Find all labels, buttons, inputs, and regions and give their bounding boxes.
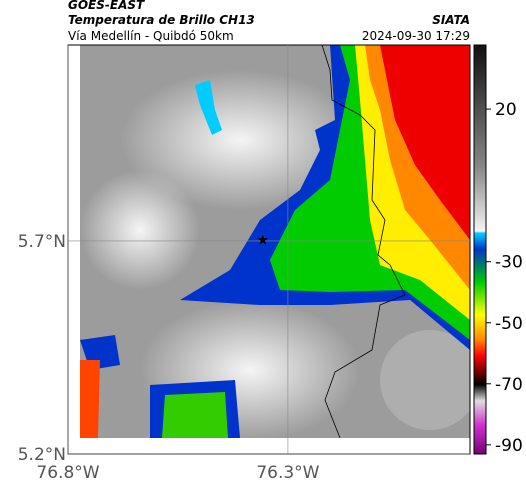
station-marker — [257, 234, 269, 245]
datetime: 2024-09-30 17:29 — [362, 29, 470, 43]
colorbar-tick-label: 20 — [495, 100, 517, 120]
y-tick-label: 5.2°N — [18, 445, 66, 465]
colorbar-tick-label: -90 — [495, 436, 523, 456]
subtitle: Vía Medellín - Quibdó 50km — [68, 29, 234, 43]
x-tick-label: 76.8°W — [36, 463, 99, 483]
y-tick-label: 5.7°N — [18, 232, 66, 252]
colorbar-tick-label: -70 — [495, 375, 523, 395]
colorbar — [473, 44, 487, 455]
colorbar-tick-label: -50 — [495, 314, 523, 334]
satellite-image — [80, 45, 470, 438]
brand: SIATA — [432, 13, 470, 27]
source: GOES-EAST — [68, 0, 145, 12]
colorbar-tick-label: -30 — [495, 253, 523, 273]
x-tick-label: 76.3°W — [256, 463, 319, 483]
axes: 76.8°W 76.3°W 5.2°N 5.7°N 20 -30 -50 -70 -90 — [18, 45, 523, 483]
title: Temperatura de Brillo CH13 — [68, 13, 255, 27]
